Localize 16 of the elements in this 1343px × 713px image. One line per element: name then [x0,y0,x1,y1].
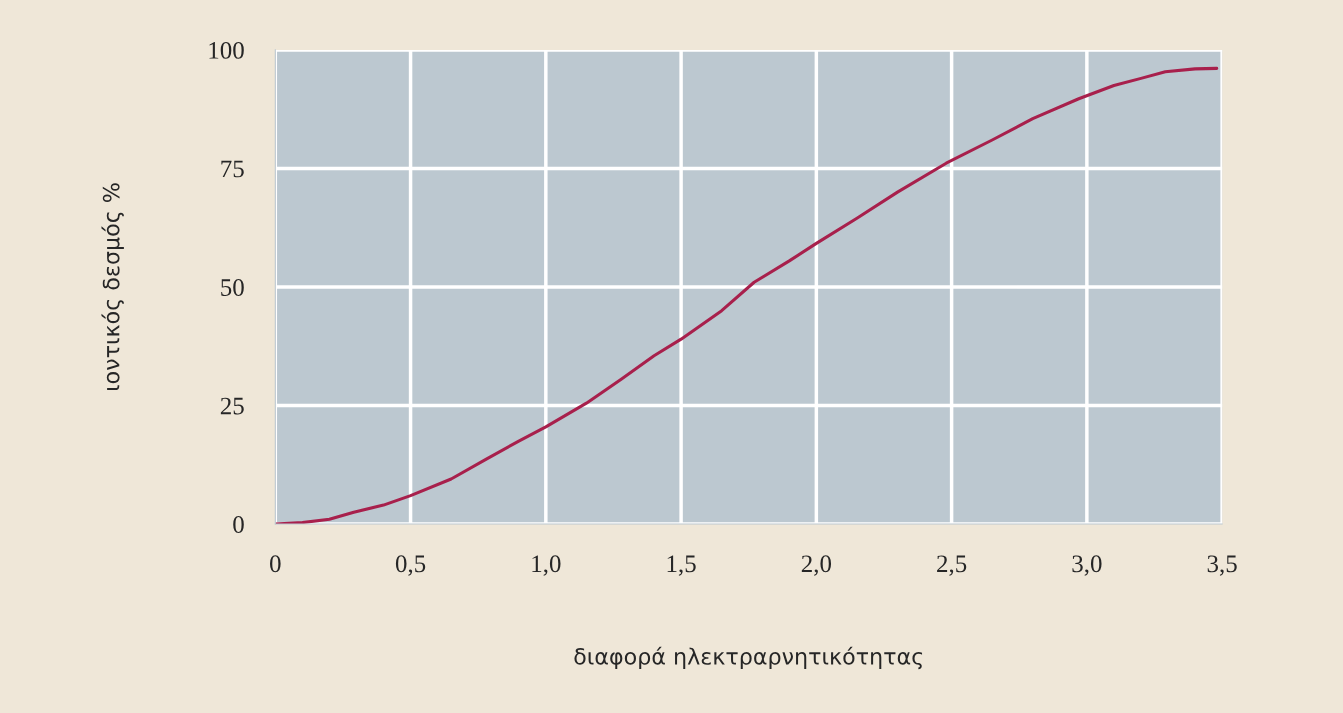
y-axis-title: ιοντικός δεσμός % [101,183,124,391]
y-tick-label: 75 [221,160,244,178]
line-series [275,66,1219,525]
x-tick-label: 0,5 [395,555,426,576]
y-tick-label: 100 [209,41,244,59]
x-axis-title: διαφορά ηλεκτραρνητικότητας [574,646,923,670]
x-tick-label: 2,0 [801,555,832,576]
y-tick-label: 50 [221,279,244,296]
x-tick-label: 0 [270,555,281,573]
y-tick-label: 25 [220,397,244,415]
x-tick-label: 1,0 [532,555,561,576]
x-tick-label: 1,5 [667,555,696,576]
x-tick-label: 2,5 [937,555,967,576]
y-tick-label: 0 [233,516,244,533]
x-tick-label: 3,5 [1207,555,1237,576]
x-tick-label: 3,0 [1072,555,1102,576]
